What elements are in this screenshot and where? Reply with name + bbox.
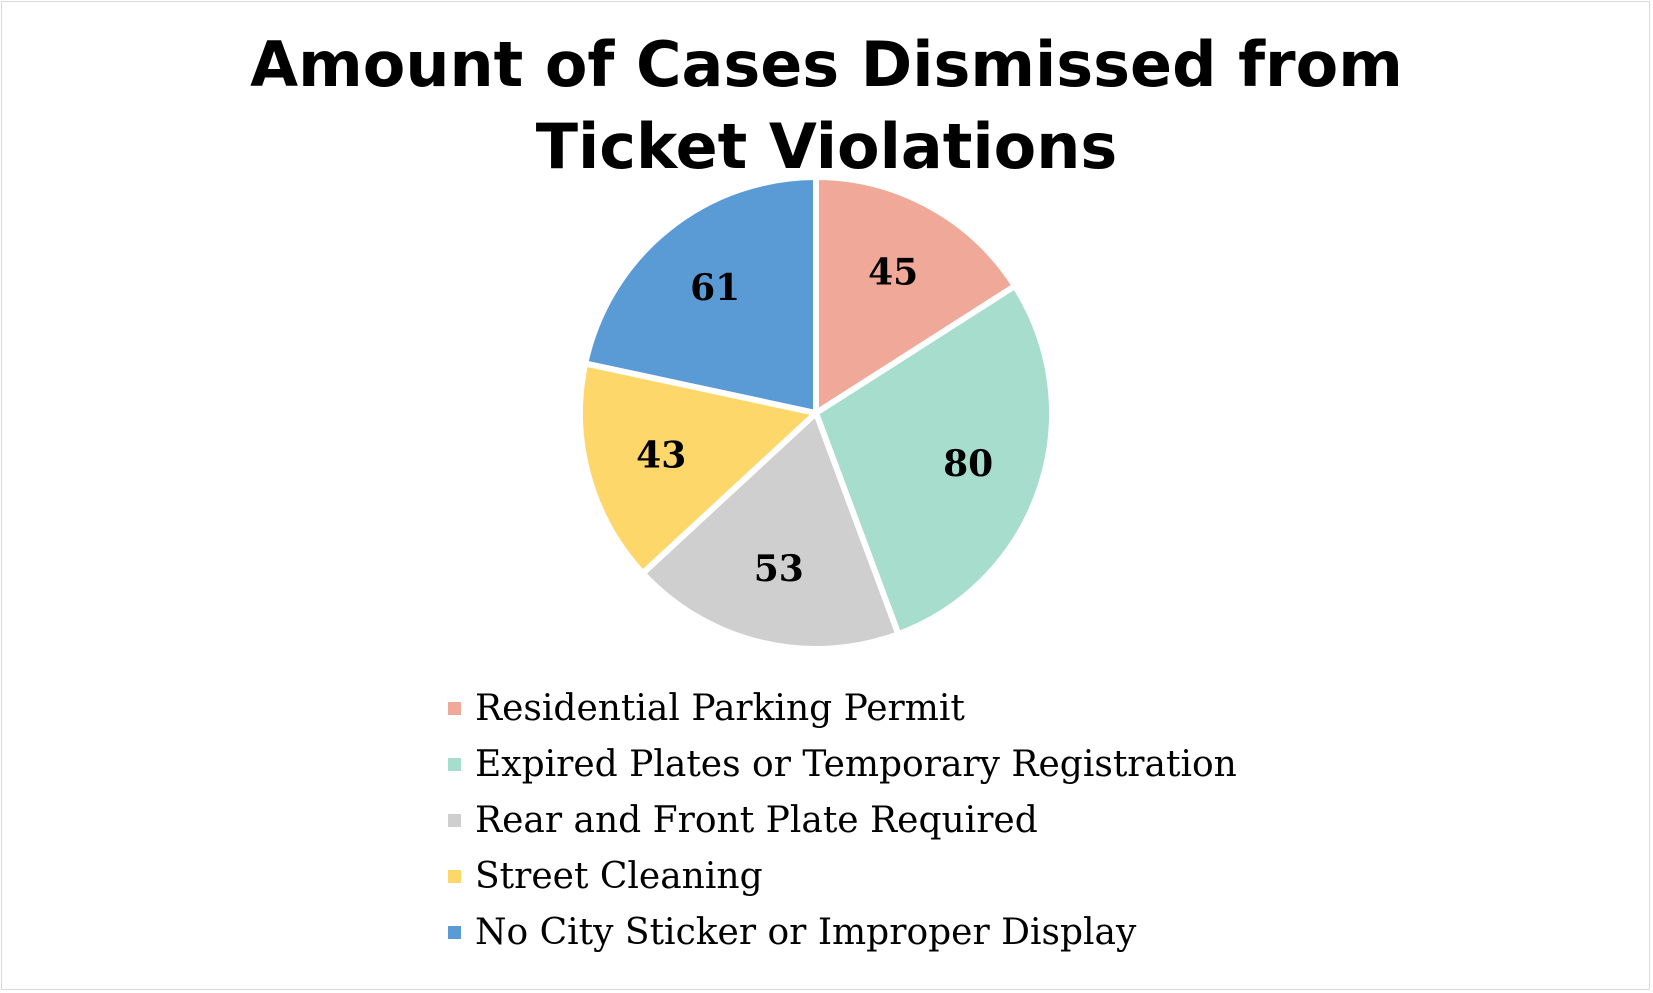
legend-item-rear-and-front-plate: Rear and Front Plate Required (448, 792, 1237, 848)
data-label-street-cleaning: 43 (636, 434, 686, 476)
chart-title-line-1: Amount of Cases Dismissed from (250, 28, 1403, 101)
pie-slice-residential-parking-permit (813, 174, 1018, 416)
legend-label: No City Sticker or Improper Display (475, 911, 1137, 953)
legend-swatch (448, 869, 461, 883)
legend-item-expired-plates: Expired Plates or Temporary Registration (448, 736, 1237, 792)
chart-title: Amount of Cases Dismissed from Ticket Vi… (0, 24, 1653, 188)
legend-label: Street Cleaning (475, 855, 763, 897)
legend-label: Expired Plates or Temporary Registration (475, 743, 1237, 785)
data-label-no-city-sticker-or-improper-display: 61 (690, 267, 740, 309)
pie-slice-rear-and-front-plate-required (639, 410, 902, 652)
pie-slice-street-cleaning (577, 360, 819, 577)
legend-label: Rear and Front Plate Required (475, 799, 1038, 841)
data-label-rear-and-front-plate-required: 53 (754, 548, 804, 590)
legend-swatch (448, 701, 461, 715)
legend-item-street-cleaning: Street Cleaning (448, 848, 1237, 904)
pie-slice-expired-plates-or-temporary-registration (813, 283, 1055, 638)
pie-slice-no-city-sticker-or-improper-display (582, 174, 819, 416)
legend-label: Residential Parking Permit (475, 687, 965, 729)
data-label-residential-parking-permit: 45 (868, 251, 918, 293)
data-label-expired-plates-or-temporary-registration: 80 (943, 443, 993, 485)
chart-title-line-2: Ticket Violations (535, 110, 1118, 183)
legend-item-residential-parking-permit: Residential Parking Permit (448, 680, 1237, 736)
legend-swatch (448, 813, 461, 827)
chart-legend: Residential Parking Permit Expired Plate… (448, 680, 1237, 960)
legend-swatch (448, 925, 461, 939)
legend-item-no-city-sticker: No City Sticker or Improper Display (448, 904, 1237, 960)
legend-swatch (448, 757, 461, 771)
